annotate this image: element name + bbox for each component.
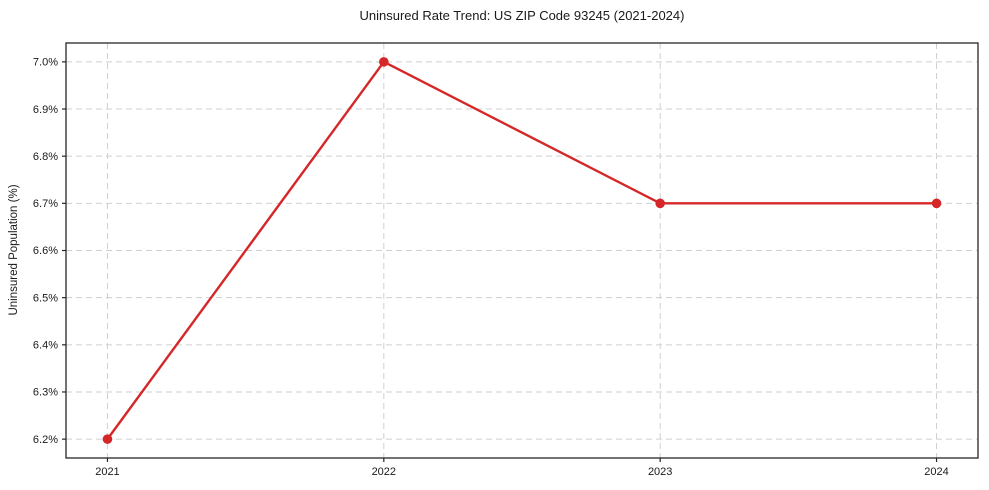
y-tick-label: 6.8% <box>33 151 58 163</box>
chart-title: Uninsured Rate Trend: US ZIP Code 93245 … <box>359 8 685 23</box>
y-tick-label: 6.9% <box>33 104 58 116</box>
y-tick-label: 6.5% <box>33 292 58 304</box>
y-tick-label: 6.2% <box>33 434 58 446</box>
x-tick-label: 2021 <box>95 466 119 478</box>
y-tick-label: 6.7% <box>33 198 58 210</box>
data-point <box>379 57 389 67</box>
y-tick-label: 6.4% <box>33 340 58 352</box>
y-tick-label: 6.3% <box>33 387 58 399</box>
x-tick-label: 2024 <box>924 466 948 478</box>
trend-line <box>106 60 938 441</box>
data-point <box>655 198 665 209</box>
x-tick-label: 2022 <box>372 466 396 478</box>
data-point <box>102 434 113 444</box>
x-tick-label: 2023 <box>648 466 672 478</box>
y-tick-label: 6.6% <box>33 245 58 257</box>
data-point <box>931 198 942 209</box>
y-tick-label: 7.0% <box>33 57 58 69</box>
